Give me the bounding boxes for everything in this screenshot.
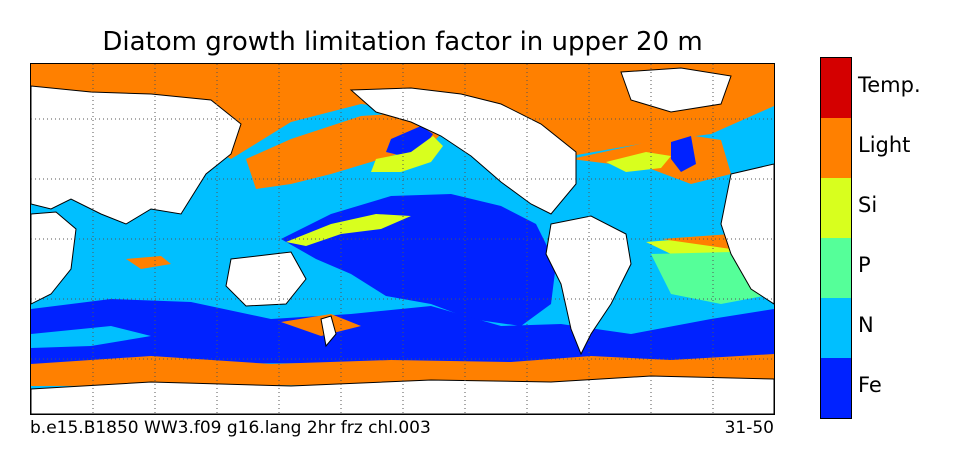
colorbar-segment-si bbox=[821, 178, 851, 238]
si-limited-north-atlantic bbox=[606, 152, 671, 172]
si-limited-north-pacific bbox=[371, 136, 443, 172]
si-limited-west-pacific bbox=[286, 214, 411, 246]
africa-east-landmass bbox=[720, 163, 774, 305]
colorbar-label-n: N bbox=[858, 313, 874, 337]
colorbar-label-light: Light bbox=[858, 133, 911, 157]
light-limited-north-pacific bbox=[246, 112, 451, 189]
asia-europe-landmass bbox=[31, 85, 242, 225]
colorbar-label-p: P bbox=[858, 253, 871, 277]
n-limited-southern-patch bbox=[31, 326, 151, 348]
colorbar-segment-fe bbox=[821, 358, 851, 418]
greenland-landmass bbox=[620, 67, 732, 113]
colorbar-segment-n bbox=[821, 298, 851, 358]
colorbar-segment-p bbox=[821, 238, 851, 298]
australia-landmass bbox=[225, 251, 307, 307]
colorbar-label-fe: Fe bbox=[858, 373, 882, 397]
map-title: Diatom growth limitation factor in upper… bbox=[102, 27, 703, 57]
colorbar-label-si: Si bbox=[858, 193, 878, 217]
colorbar-segment-temp bbox=[821, 58, 851, 118]
light-limited-subantarctic-patch bbox=[281, 314, 361, 336]
africa-west-landmass bbox=[31, 211, 77, 305]
ocean-map bbox=[31, 64, 774, 414]
colorbar-label-temp: Temp. bbox=[858, 73, 921, 97]
fe-limited-southern-ocean bbox=[31, 299, 774, 364]
run-id-label: b.e15.B1850 WW3.f09 g16.lang 2hr frz chl… bbox=[30, 418, 431, 438]
light-limited-indian-ocean-patch bbox=[126, 256, 171, 269]
colorbar-segment-light bbox=[821, 118, 851, 178]
new-zealand-landmass bbox=[320, 315, 337, 348]
fe-limited-north-atlantic bbox=[671, 136, 696, 172]
map-panel bbox=[30, 63, 775, 415]
colorbar bbox=[820, 57, 852, 419]
light-limited-antarctic-band bbox=[31, 354, 774, 386]
years-label: 31-50 bbox=[724, 418, 774, 438]
